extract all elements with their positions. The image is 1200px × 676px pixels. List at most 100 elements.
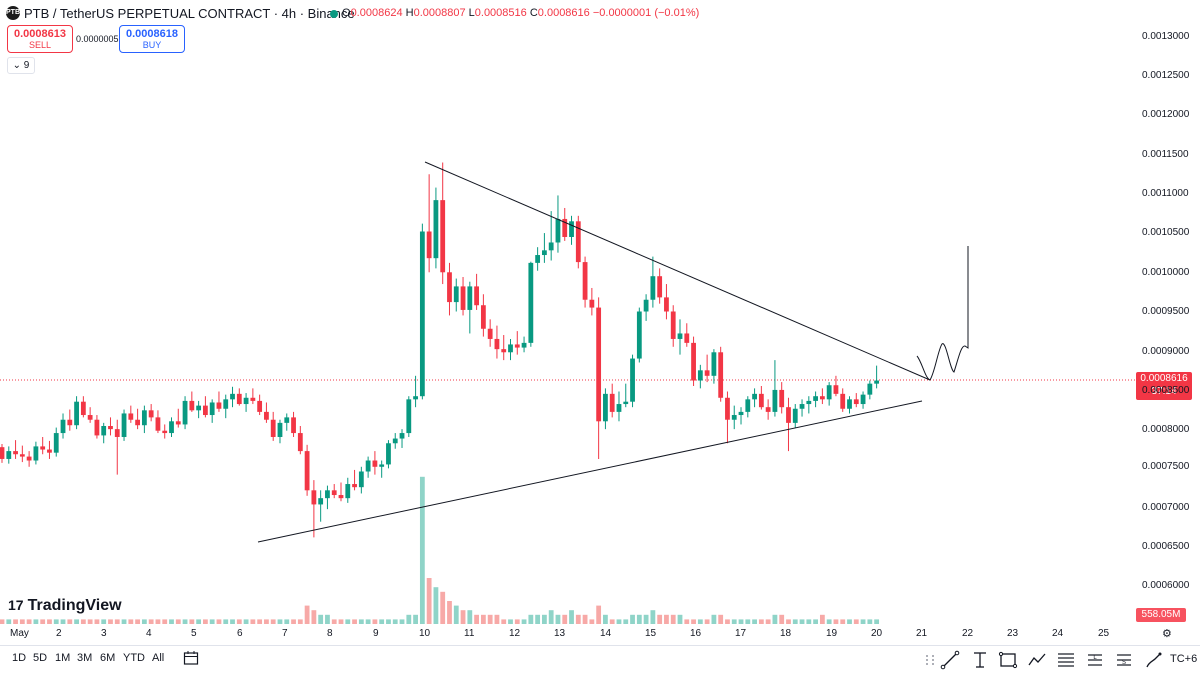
volume-bar — [325, 614, 330, 624]
volume-bar — [426, 578, 432, 624]
candle-body — [704, 370, 710, 376]
candle-body — [318, 498, 324, 505]
candle-body — [562, 218, 568, 237]
volume-bar — [203, 619, 208, 624]
volume-bar — [494, 614, 500, 624]
candle-body — [623, 401, 629, 405]
candle-body — [291, 417, 296, 434]
volume-bar — [826, 619, 832, 624]
brush-tool-icon[interactable] — [1144, 650, 1164, 670]
volume-bar — [257, 619, 263, 624]
range-button-1m[interactable]: 1M — [55, 652, 71, 664]
volume-bar — [277, 619, 283, 624]
close-label: C — [529, 7, 538, 19]
volume-bar — [40, 619, 46, 624]
resistance-trendline[interactable] — [424, 161, 931, 381]
volume-bar — [175, 619, 181, 624]
buy-button[interactable]: 0.0008618 BUY — [119, 25, 185, 53]
volume-bar — [731, 619, 737, 624]
candle-body — [0, 447, 5, 459]
long-position-icon[interactable]: L — [1085, 650, 1105, 670]
candle-body — [657, 276, 663, 298]
date-tick-label: 4 — [146, 628, 152, 639]
date-tick-label: 2 — [56, 628, 62, 639]
drag-handle-icon[interactable] — [920, 650, 940, 670]
volume-bar — [813, 619, 818, 624]
buy-price: 0.0008618 — [126, 28, 178, 40]
volume-bar — [209, 619, 215, 624]
range-button-ytd[interactable]: YTD — [123, 652, 145, 664]
volume-bar — [338, 619, 344, 624]
date-tick-label: 11 — [464, 628, 475, 639]
candle-body — [325, 490, 330, 499]
date-tick-label: 8 — [327, 628, 333, 639]
date-tick-label: 9 — [373, 628, 379, 639]
date-tick-label: 20 — [871, 628, 883, 639]
candle-body — [670, 311, 676, 339]
volume-bar — [569, 610, 574, 624]
candle-body — [521, 342, 527, 348]
candle-body — [643, 299, 649, 312]
volume-bar — [297, 619, 303, 624]
candle-body — [6, 451, 12, 459]
candle-body — [413, 396, 418, 400]
range-button-1d[interactable]: 1D — [12, 652, 27, 664]
volume-bar — [270, 619, 276, 624]
candle-body — [135, 419, 140, 426]
indicators-toggle[interactable]: ⌄ 9 — [7, 57, 35, 74]
candle-body — [847, 399, 852, 409]
candle-body — [426, 231, 432, 259]
volume-bar — [670, 614, 676, 624]
price-tick-label: 0.0010000 — [1142, 267, 1190, 278]
candle-body — [711, 352, 717, 376]
candle-body — [603, 393, 608, 422]
volume-bar — [128, 619, 134, 624]
candle-body — [487, 328, 493, 339]
volume-bar — [33, 619, 39, 624]
candle-body — [501, 349, 507, 353]
volume-bar — [691, 619, 696, 624]
volume-bar — [108, 619, 113, 624]
range-button-all[interactable]: All — [152, 652, 165, 664]
candle-body — [128, 413, 134, 420]
symbol-title[interactable]: PTB / TetherUS PERPETUAL CONTRACT · 4h ·… — [24, 6, 355, 21]
candle-body — [535, 255, 541, 263]
volume-bar — [101, 619, 107, 624]
ohlc-readout: O0.0008624 H0.0008807 L0.0008516 C0.0008… — [342, 7, 699, 19]
candle-body — [697, 370, 703, 381]
range-button-5d[interactable]: 5D — [33, 652, 48, 664]
timezone-label[interactable]: TC+6 — [1170, 653, 1198, 665]
candle-body — [13, 451, 18, 455]
short-position-icon[interactable]: S — [1114, 650, 1134, 670]
path-tool-icon[interactable] — [1027, 650, 1047, 670]
volume-layer — [0, 476, 880, 624]
volume-bar — [758, 619, 764, 624]
trend-line-icon[interactable] — [940, 650, 960, 670]
price-chart[interactable] — [0, 0, 1200, 645]
fib-tool-icon[interactable] — [1056, 650, 1076, 670]
range-button-3m[interactable]: 3M — [77, 652, 93, 664]
projection-path[interactable] — [916, 246, 969, 381]
volume-bar — [853, 619, 859, 624]
text-tool-icon[interactable] — [970, 650, 990, 670]
candle-body — [372, 460, 378, 467]
candle-body — [196, 405, 202, 411]
tradingview-logo: 17 TradingView — [8, 597, 122, 615]
calendar-icon[interactable] — [183, 650, 199, 666]
range-button-6m[interactable]: 6M — [100, 652, 116, 664]
candle-body — [542, 250, 547, 256]
date-tick-label: 10 — [419, 628, 431, 639]
candle-body — [799, 404, 805, 409]
support-trendline[interactable] — [257, 400, 923, 543]
candle-body — [630, 358, 635, 402]
volume-bar — [548, 610, 554, 624]
axis-settings-icon[interactable]: ⚙ — [1162, 628, 1172, 640]
candle-body — [813, 396, 818, 401]
volume-bar — [542, 614, 547, 624]
candle-body — [182, 400, 188, 425]
volume-bar — [765, 619, 771, 624]
candle-body — [297, 433, 303, 452]
sell-button[interactable]: 0.0008613 SELL — [7, 25, 73, 53]
rectangle-tool-icon[interactable] — [998, 650, 1018, 670]
market-status-dot — [330, 10, 338, 18]
